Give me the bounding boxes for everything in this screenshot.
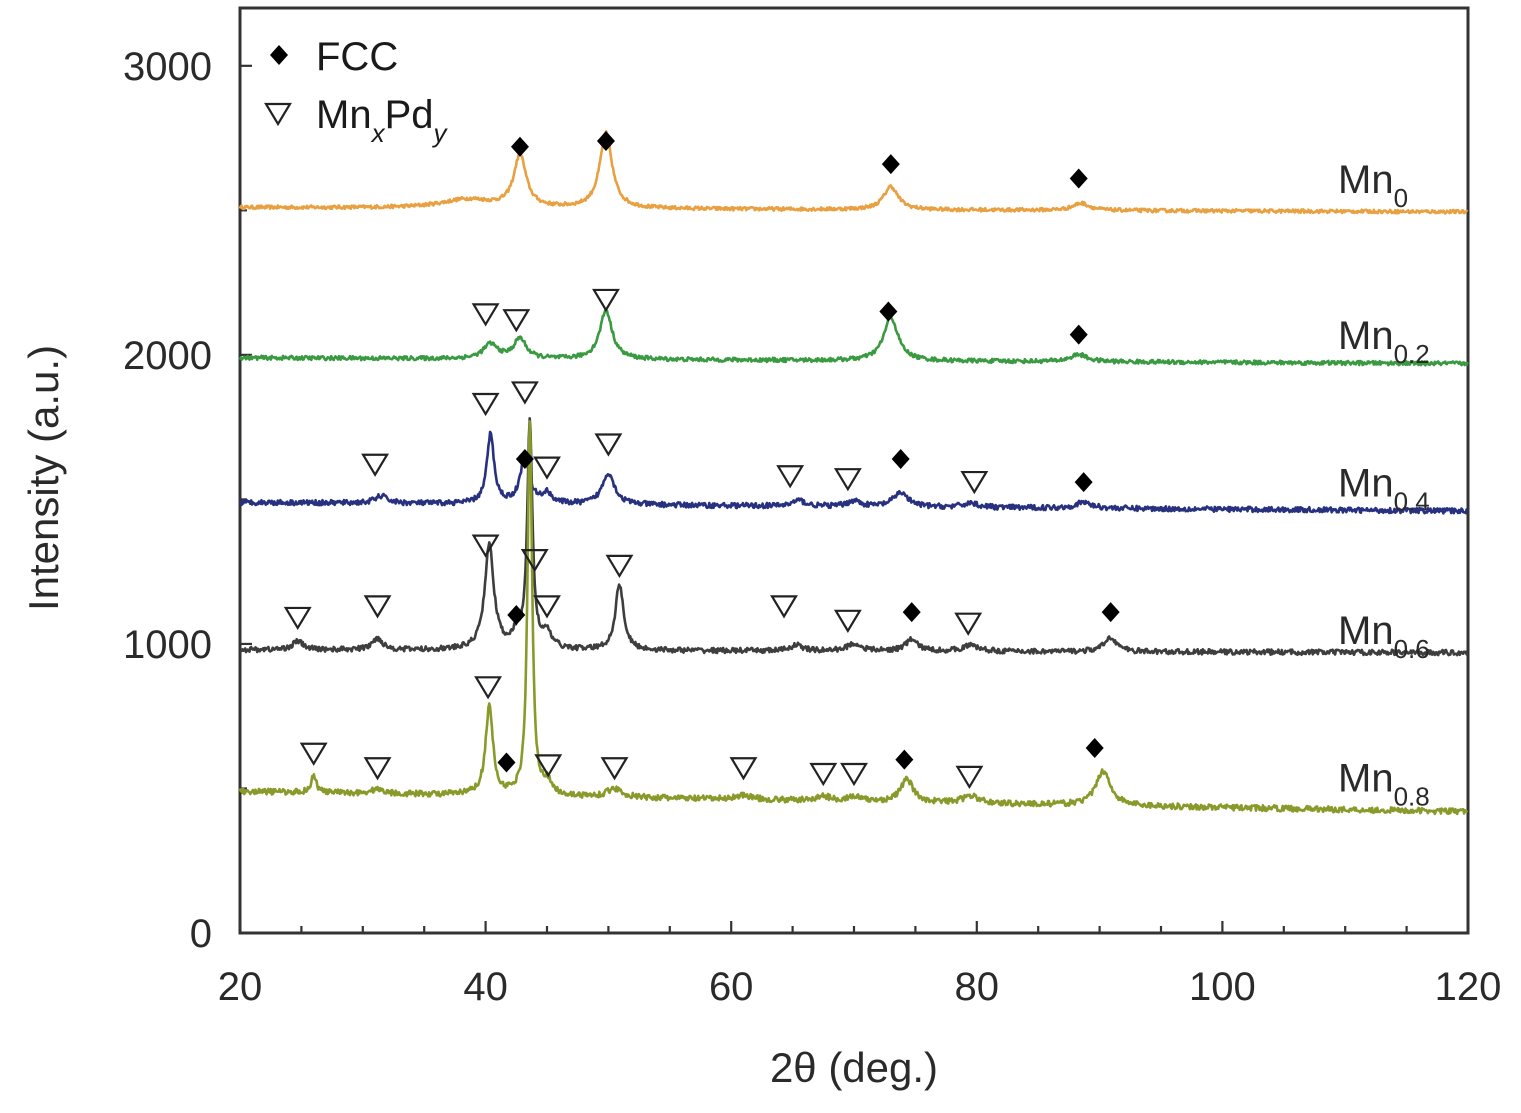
mnpd-marker: [955, 765, 984, 790]
fcc-marker: [510, 136, 529, 157]
legend-label-fcc: FCC: [316, 35, 398, 79]
series-lines: [238, 130, 1469, 816]
mnpd-marker: [363, 757, 392, 781]
fcc-marker: [891, 448, 910, 469]
series-label-main: Mn: [1338, 462, 1394, 506]
x-tick-label-40: 40: [463, 965, 508, 1009]
mnpd-marker: [533, 456, 561, 480]
series-label-sub: 0.6: [1394, 634, 1430, 664]
series-label-0.2: Mn0.2: [1338, 314, 1430, 369]
fcc-marker: [881, 154, 900, 175]
series-label-main: Mn: [1338, 314, 1394, 358]
legend: FCC MnxPdy: [264, 35, 449, 148]
x-axis-title: 2θ (deg.): [770, 1044, 938, 1091]
y-axis: 0 1000 2000 3000: [123, 45, 252, 956]
series-label-sub: 0.2: [1394, 339, 1430, 369]
mnpd-marker: [471, 303, 500, 327]
mnpd-marker: [833, 609, 862, 633]
mnpd-marker: [471, 392, 500, 417]
mnpd-marker: [510, 381, 539, 405]
series-label-0: Mn0: [1338, 158, 1408, 213]
series-line-0: [238, 130, 1469, 215]
legend-mnpd-part-mn: Mn: [316, 93, 372, 137]
legend-mnpd-part-y: y: [432, 118, 449, 148]
mnpd-marker: [592, 288, 620, 313]
mnpd-marker: [960, 470, 989, 495]
fcc-marker: [1074, 472, 1093, 493]
legend-mnpd-part-pd: Pd: [385, 93, 434, 137]
mnpd-marker: [776, 465, 805, 489]
x-tick-label-60: 60: [709, 965, 754, 1009]
fcc-marker: [895, 749, 914, 770]
mnpd-marker: [283, 606, 312, 631]
series-line-0.8: [238, 420, 1469, 816]
series-label-sub: 0: [1394, 183, 1408, 213]
series-label-main: Mn: [1338, 609, 1394, 653]
mnpd-marker: [471, 534, 500, 558]
mnpd-marker: [770, 595, 798, 619]
fcc-marker: [1085, 738, 1104, 758]
fcc-marker: [507, 605, 526, 626]
legend-diamond-icon: [270, 45, 288, 65]
y-tick-label-1000: 1000: [123, 623, 212, 667]
mnpd-marker: [840, 762, 868, 787]
mnpd-marker: [533, 595, 561, 619]
fcc-marker: [879, 301, 898, 322]
mnpd-marker: [502, 309, 531, 333]
mnpd-marker: [534, 754, 563, 778]
fcc-marker: [1069, 168, 1088, 189]
peak-markers: [283, 130, 1120, 790]
series-label-main: Mn: [1338, 158, 1394, 202]
mnpd-marker: [363, 595, 392, 619]
series-line-0.4: [238, 430, 1468, 515]
series-label-0.4: Mn0.4: [1338, 462, 1430, 517]
mnpd-marker: [833, 468, 862, 492]
x-tick-label-80: 80: [955, 965, 1000, 1009]
legend-triangle-icon: [264, 102, 292, 127]
mnpd-marker: [361, 453, 390, 477]
series-line-0.2: [238, 308, 1469, 367]
y-axis-title: Intensity (a.u.): [20, 345, 67, 611]
legend-mnpd-part-x: x: [370, 118, 386, 148]
mnpd-marker: [299, 742, 328, 766]
y-tick-label-2000: 2000: [123, 334, 212, 378]
legend-label-mnpd: MnxPdy: [316, 93, 449, 148]
fcc-marker: [1101, 602, 1120, 623]
mnpd-marker: [605, 554, 634, 579]
series-line-0.6: [239, 417, 1469, 657]
series-label-main: Mn: [1338, 756, 1394, 800]
mnpd-marker: [600, 757, 629, 781]
mnpd-marker: [474, 676, 502, 700]
x-tick-label-20: 20: [218, 965, 263, 1009]
fcc-marker: [902, 602, 921, 623]
fcc-marker: [596, 130, 615, 151]
mnpd-marker: [729, 757, 758, 781]
x-axis: 20 40 60 80 100 120: [218, 921, 1502, 1009]
series-label-sub: 0.8: [1394, 781, 1430, 811]
fcc-marker: [515, 448, 534, 469]
fcc-marker: [497, 752, 516, 773]
series-label-0.8: Mn0.8: [1338, 756, 1430, 811]
fcc-marker: [1069, 324, 1088, 345]
series-label-sub: 0.4: [1394, 487, 1430, 517]
mnpd-marker: [594, 433, 623, 457]
y-tick-label-3000: 3000: [123, 45, 212, 89]
mnpd-marker: [954, 612, 983, 636]
series-label-0.6: Mn0.6: [1338, 609, 1430, 664]
mnpd-marker: [520, 549, 549, 573]
y-tick-label-0: 0: [190, 912, 212, 956]
x-tick-label-100: 100: [1189, 965, 1256, 1009]
mnpd-marker: [809, 762, 838, 787]
x-tick-label-120: 120: [1435, 965, 1502, 1009]
